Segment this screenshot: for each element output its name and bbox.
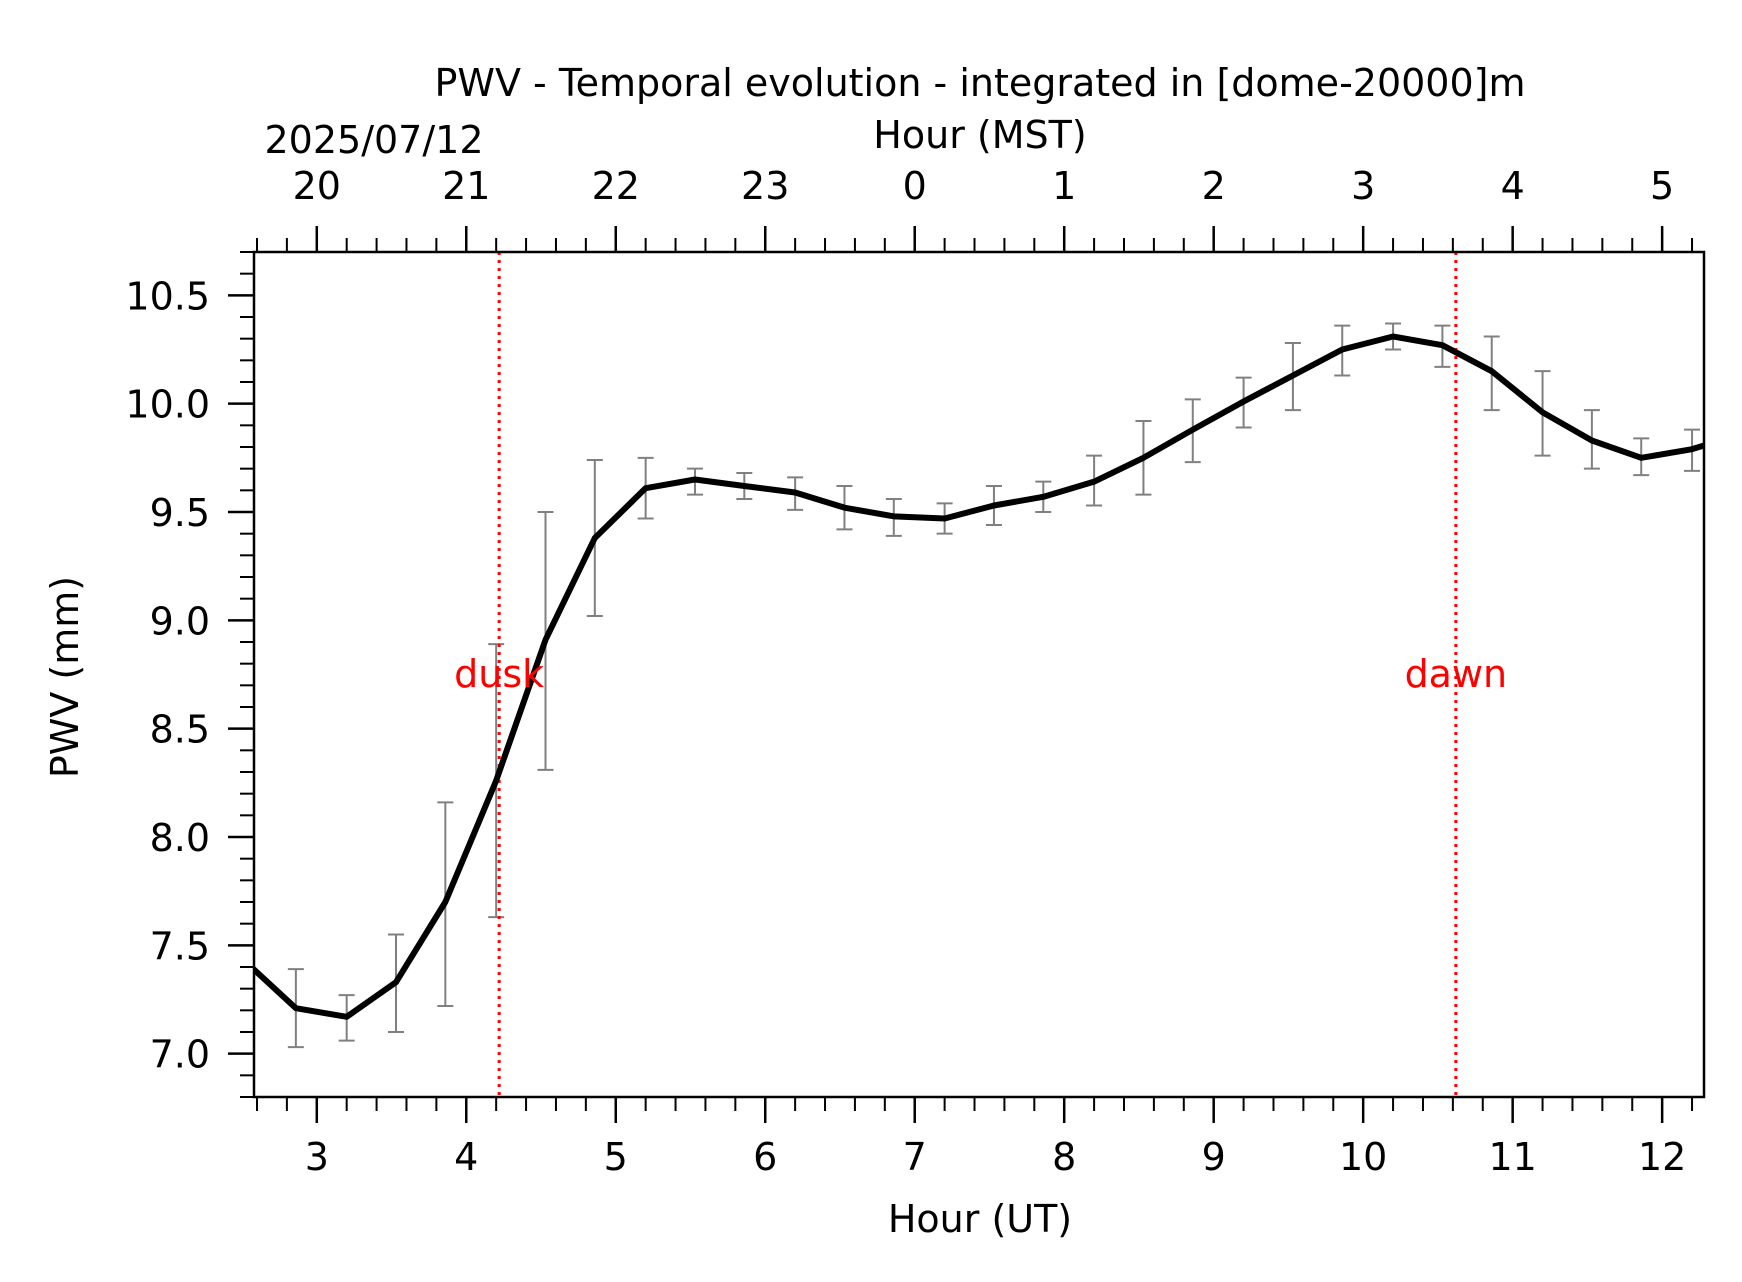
y-tick-label: 7.0: [150, 1033, 210, 1077]
x-tick-label: 12: [1638, 1135, 1686, 1179]
top-tick-label: 5: [1650, 164, 1674, 208]
annotation-lines: [497, 252, 1458, 1097]
top-tick-label: 1: [1052, 164, 1076, 208]
top-tick-label: 20: [293, 164, 341, 208]
top-tick-label: 23: [741, 164, 789, 208]
y-tick-label: 8.0: [150, 816, 210, 860]
x-tick-label: 4: [454, 1135, 478, 1179]
plot-area: dusk dawn: [254, 252, 1742, 1097]
top-tick-label: 3: [1351, 164, 1375, 208]
pwv-series-line: [254, 333, 1704, 1020]
x-tick-label: 7: [903, 1135, 927, 1179]
x-tick-label: 3: [305, 1135, 329, 1179]
top-tick-label: 21: [442, 164, 490, 208]
top-tick-label: 2: [1202, 164, 1226, 208]
top-tick-label: 22: [592, 164, 640, 208]
top-tick-labels: 20 21 22 23 0 1 2 3 4 5: [293, 164, 1675, 208]
y-tick-labels: 7.0 7.5 8.0 8.5 9.0 9.5 10.0 10.5: [125, 274, 210, 1076]
x-tick-label: 9: [1202, 1135, 1226, 1179]
x-tick-label: 6: [753, 1135, 777, 1179]
annotation-labels: dusk dawn: [454, 652, 1507, 696]
error-bar: [254, 892, 255, 1077]
x-axis-label: Hour (UT): [888, 1197, 1072, 1241]
x-tick-label: 10: [1339, 1135, 1387, 1179]
y-tick-label: 10.5: [125, 274, 210, 318]
chart-title: PWV - Temporal evolution - integrated in…: [434, 61, 1525, 105]
error-bars: [254, 322, 1742, 1077]
x-tick-labels: 3 4 5 6 7 8 9 10 11 12: [305, 1135, 1687, 1179]
y-axis-label: PWV (mm): [43, 576, 87, 778]
y-tick-label: 10.0: [125, 383, 210, 427]
x-tick-label: 5: [604, 1135, 628, 1179]
y-tick-label: 9.5: [150, 491, 210, 535]
top-tick-label: 0: [903, 164, 927, 208]
top-date-label: 2025/07/12: [264, 118, 483, 162]
top-axis-title: Hour (MST): [873, 113, 1086, 157]
dawn-label: dawn: [1405, 652, 1508, 696]
plot-frame: [252, 250, 1706, 1099]
dusk-label: dusk: [454, 652, 544, 696]
y-tick-label: 9.0: [150, 599, 210, 643]
y-tick-label: 8.5: [150, 708, 210, 752]
x-tick-label: 11: [1488, 1135, 1536, 1179]
x-tick-label: 8: [1052, 1135, 1076, 1179]
y-tick-label: 7.5: [150, 924, 210, 968]
error-bar: [1733, 408, 1742, 464]
top-tick-label: 4: [1501, 164, 1525, 208]
axis-ticks: [228, 226, 1694, 1123]
